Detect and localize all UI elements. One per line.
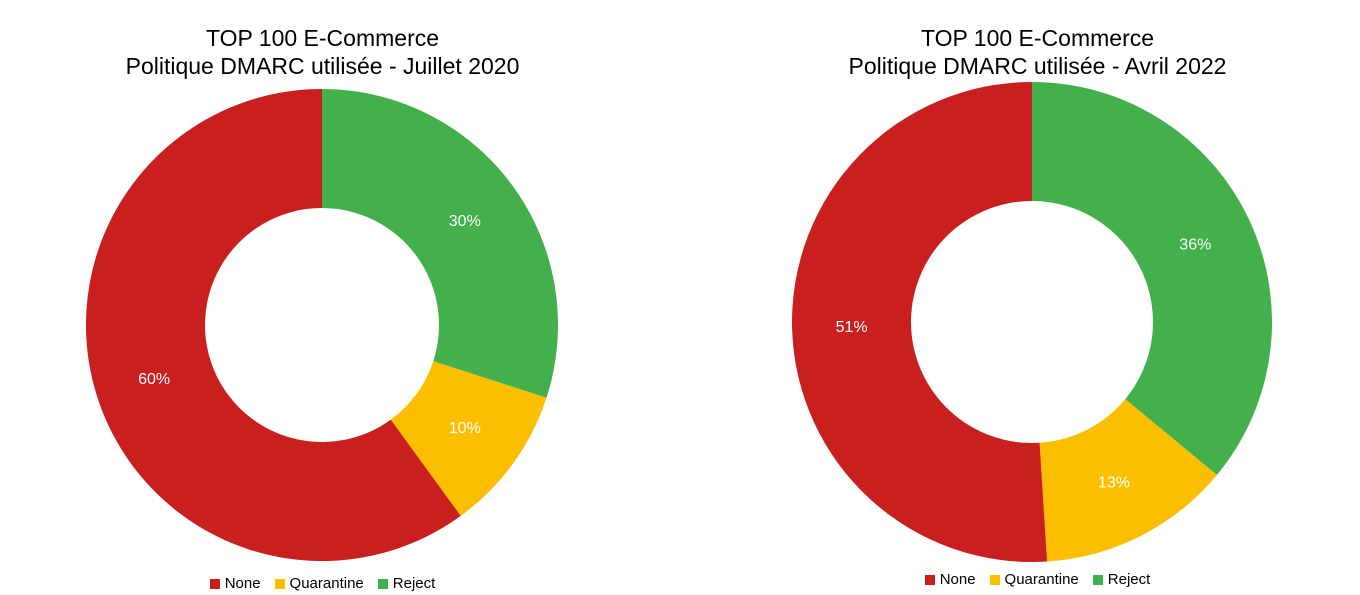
slice-reject bbox=[1032, 82, 1272, 475]
legend-item-reject: Reject bbox=[377, 575, 436, 592]
legend: None Quarantine Reject bbox=[0, 575, 645, 592]
slice-label-none: 51% bbox=[836, 319, 868, 336]
legend-swatch-quarantine bbox=[274, 578, 285, 589]
legend-label-reject: Reject bbox=[392, 575, 436, 592]
legend-label-none: None bbox=[939, 571, 976, 588]
slice-label-reject: 30% bbox=[449, 213, 481, 230]
chart-title-line-1: TOP 100 E-Commerce bbox=[920, 25, 1155, 51]
legend-label-quarantine: Quarantine bbox=[1004, 571, 1079, 588]
slice-label-quarantine: 10% bbox=[449, 420, 481, 437]
chart-panel-2020: TOP 100 E-Commerce Politique DMARC utili… bbox=[0, 0, 645, 595]
donut-chart-2022: 36% 13% 51% bbox=[792, 82, 1272, 562]
legend-swatch-quarantine bbox=[989, 574, 1000, 585]
slice-quarantine bbox=[1039, 399, 1217, 562]
legend-swatch-none bbox=[209, 578, 220, 589]
slice-none bbox=[86, 89, 461, 561]
chart-title: TOP 100 E-Commerce Politique DMARC utili… bbox=[715, 24, 1360, 80]
legend-item-none: None bbox=[209, 575, 261, 592]
chart-title-line-1: TOP 100 E-Commerce bbox=[205, 25, 440, 51]
legend-item-reject: Reject bbox=[1092, 571, 1151, 588]
slice-label-quarantine: 13% bbox=[1098, 474, 1130, 491]
chart-title-line-2: Politique DMARC utilisée - Juillet 2020 bbox=[125, 53, 520, 79]
legend-label-none: None bbox=[224, 575, 261, 592]
legend: None Quarantine Reject bbox=[715, 571, 1360, 588]
chart-title-line-2: Politique DMARC utilisée - Avril 2022 bbox=[848, 53, 1227, 79]
chart-title: TOP 100 E-Commerce Politique DMARC utili… bbox=[0, 24, 645, 80]
donut-chart-2020: 30% 10% 60% bbox=[86, 89, 558, 561]
legend-item-quarantine: Quarantine bbox=[274, 575, 364, 592]
legend-swatch-none bbox=[924, 574, 935, 585]
legend-item-none: None bbox=[924, 571, 976, 588]
legend-swatch-reject bbox=[377, 578, 388, 589]
slice-quarantine bbox=[390, 361, 547, 516]
slice-reject bbox=[322, 89, 558, 398]
legend-label-reject: Reject bbox=[1107, 571, 1151, 588]
slice-none bbox=[792, 82, 1048, 562]
slice-label-none: 60% bbox=[138, 371, 170, 388]
legend-swatch-reject bbox=[1092, 574, 1103, 585]
slice-label-reject: 36% bbox=[1179, 237, 1211, 254]
chart-panel-2022: TOP 100 E-Commerce Politique DMARC utili… bbox=[715, 0, 1360, 595]
legend-item-quarantine: Quarantine bbox=[989, 571, 1079, 588]
legend-label-quarantine: Quarantine bbox=[289, 575, 364, 592]
